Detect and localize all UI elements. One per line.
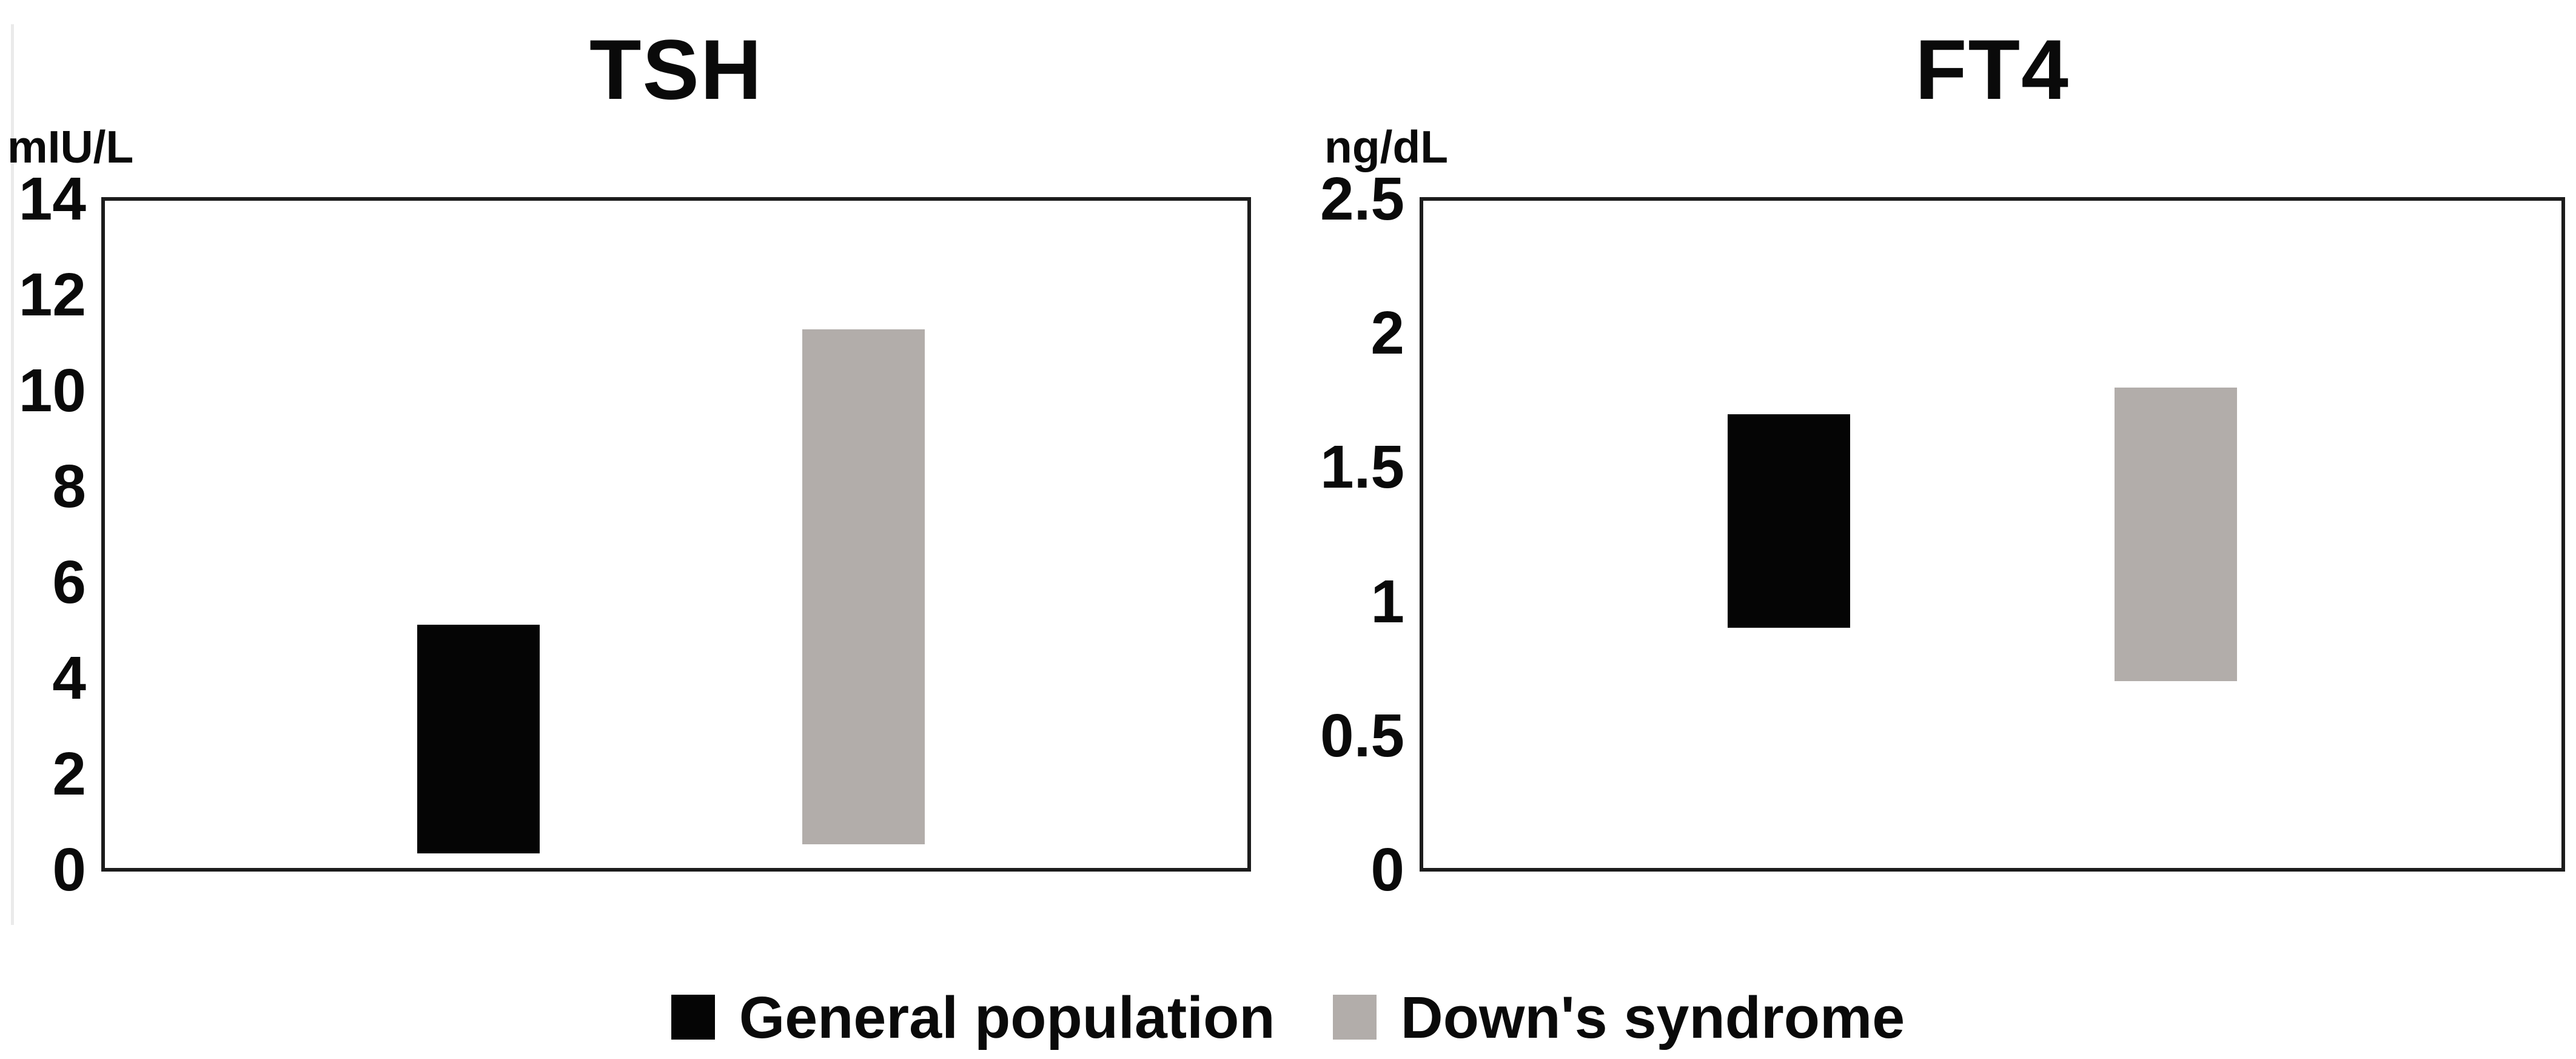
legend-label: General population [739,984,1275,1051]
chart-panel-ft4: FT4 ng/dL 2.5 2 1.5 1 0.5 0 [1288,0,2576,946]
y-tick-label: 12 [18,261,86,329]
plot-area-ft4 [1420,197,2565,872]
legend: General population Down's syndrome [0,984,2576,1051]
y-tick-label: 2 [1370,299,1404,368]
y-tick-label: 1 [1370,567,1404,636]
y-tick-label: 0 [52,836,86,904]
chart-panel-tsh: TSH mIU/L 14 12 10 8 6 4 2 0 [0,0,1288,946]
plot-area-tsh [101,197,1251,872]
legend-swatch-icon [671,995,715,1040]
legend-swatch-icon [1332,995,1377,1040]
y-tick-label: 6 [52,548,86,616]
y-tick-label: 10 [18,357,86,425]
y-tick-label: 14 [18,165,86,233]
legend-item-down-s-syndrome: Down's syndrome [1332,984,1905,1051]
y-tick-label: 2 [52,740,86,808]
legend-item-general-population: General population [671,988,1275,1047]
range-bar-general-population [1727,414,1850,628]
page-edge-artifact [11,24,14,925]
y-tick-label: 2.5 [1320,165,1404,233]
range-bar-general-population [417,625,540,854]
range-bar-down-s-syndrome [2114,388,2237,681]
y-tick-label: 4 [52,644,86,712]
chart-title-tsh: TSH [589,22,763,117]
range-bar-down-s-syndrome [802,329,925,844]
y-tick-label: 8 [52,452,86,520]
legend-label: Down's syndrome [1400,984,1905,1051]
chart-title-ft4: FT4 [1915,22,2070,117]
y-tick-label: 0.5 [1320,701,1404,770]
y-axis-unit-ft4: ng/dL [1324,121,1449,172]
y-axis-unit-tsh: mIU/L [7,121,134,172]
y-tick-label: 0 [1370,836,1404,904]
y-tick-label: 1.5 [1320,433,1404,502]
